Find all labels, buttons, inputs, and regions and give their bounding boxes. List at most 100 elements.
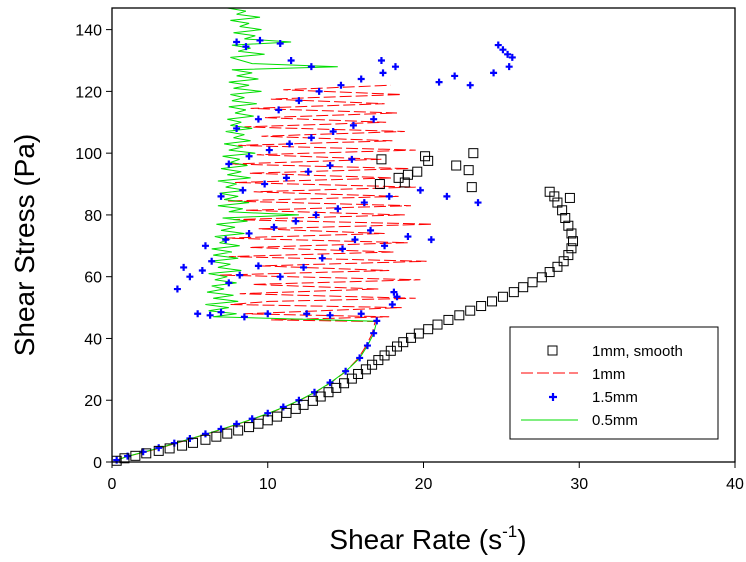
data-point	[245, 229, 253, 237]
data-point	[186, 273, 194, 281]
data-point	[337, 81, 345, 89]
legend-entry-1mm: 1mm	[521, 366, 625, 383]
legend-label: 1mm	[592, 366, 625, 383]
data-point	[360, 199, 368, 207]
y-tick-label: 140	[75, 23, 102, 40]
plot-area	[111, 7, 579, 466]
data-point	[416, 186, 424, 194]
data-point	[253, 418, 264, 429]
data-point	[295, 97, 303, 105]
data-point	[242, 43, 250, 51]
legend-entry-0-5mm: 0.5mm	[521, 412, 638, 429]
data-point	[177, 440, 188, 451]
x-tick-label: 0	[108, 476, 117, 493]
data-point	[239, 186, 247, 194]
data-point	[363, 342, 371, 350]
data-point	[390, 288, 398, 296]
data-point	[164, 443, 175, 454]
legend-label: 1.5mm	[592, 389, 638, 406]
data-point	[393, 293, 401, 301]
data-point	[432, 319, 443, 330]
data-point	[451, 160, 462, 171]
data-point	[443, 314, 454, 325]
y-axis-title: Shear Stress (Pa)	[9, 134, 40, 357]
data-point	[377, 57, 385, 65]
data-point	[399, 177, 410, 188]
data-point	[423, 324, 434, 335]
data-point	[270, 223, 278, 231]
data-point	[388, 300, 396, 308]
data-point	[240, 313, 248, 321]
data-point	[487, 296, 498, 307]
data-point	[560, 213, 571, 224]
data-point	[261, 180, 269, 188]
y-tick-label: 100	[75, 146, 102, 163]
series-line	[114, 84, 433, 461]
data-point	[465, 305, 476, 316]
data-point	[466, 182, 477, 193]
series-line	[114, 7, 378, 462]
data-point	[468, 148, 479, 159]
data-point	[505, 63, 513, 71]
axis-ticks: 0 10 20 30 40 0 20 40 60 80 100 120 140	[75, 23, 744, 493]
data-point	[208, 257, 216, 265]
data-point	[279, 403, 287, 411]
data-point	[307, 63, 315, 71]
data-point	[153, 445, 164, 456]
data-point	[381, 242, 389, 250]
data-point	[225, 279, 233, 287]
x-tick-label: 40	[726, 476, 744, 493]
y-tick-label: 120	[75, 84, 102, 101]
data-point	[374, 179, 385, 190]
data-point	[552, 197, 563, 208]
data-point	[262, 415, 273, 426]
y-tick-label: 80	[84, 208, 102, 225]
data-point	[435, 78, 443, 86]
data-point	[351, 236, 359, 244]
data-point	[233, 425, 244, 436]
data-point	[254, 115, 262, 123]
data-point	[349, 121, 357, 129]
data-point	[155, 444, 163, 452]
x-tick-label: 10	[259, 476, 277, 493]
data-point	[264, 310, 272, 318]
data-point	[244, 422, 255, 433]
data-point	[404, 233, 412, 241]
data-point	[222, 236, 230, 244]
data-point	[245, 152, 253, 160]
data-point	[198, 267, 206, 275]
data-point	[201, 242, 209, 250]
x-tick-label: 20	[415, 476, 433, 493]
data-point	[194, 310, 202, 318]
data-point	[119, 453, 130, 464]
data-point	[233, 38, 241, 46]
data-point	[499, 46, 507, 54]
data-point	[282, 174, 290, 182]
data-point	[367, 226, 375, 234]
data-point	[379, 69, 387, 77]
data-point	[391, 63, 399, 71]
x-tick-label: 30	[570, 476, 588, 493]
data-point	[412, 166, 423, 177]
data-point	[342, 367, 350, 375]
data-point	[385, 192, 393, 200]
data-point	[508, 53, 516, 61]
series-1mm-smooth	[111, 148, 579, 466]
y-tick-label: 60	[84, 270, 102, 287]
data-point	[292, 217, 300, 225]
data-point	[370, 329, 378, 337]
data-point	[451, 72, 459, 80]
data-point	[357, 310, 365, 318]
legend: 1mm, smooth 1mm 1.5mm 0.5mm	[509, 326, 719, 440]
data-point	[518, 282, 529, 293]
data-point	[200, 434, 211, 445]
data-point	[225, 160, 233, 168]
data-point	[201, 430, 209, 438]
data-point	[563, 250, 574, 261]
data-point	[141, 448, 152, 459]
data-point	[490, 69, 498, 77]
data-point	[348, 155, 356, 163]
data-point	[544, 186, 555, 197]
series-0-5mm	[114, 7, 378, 462]
